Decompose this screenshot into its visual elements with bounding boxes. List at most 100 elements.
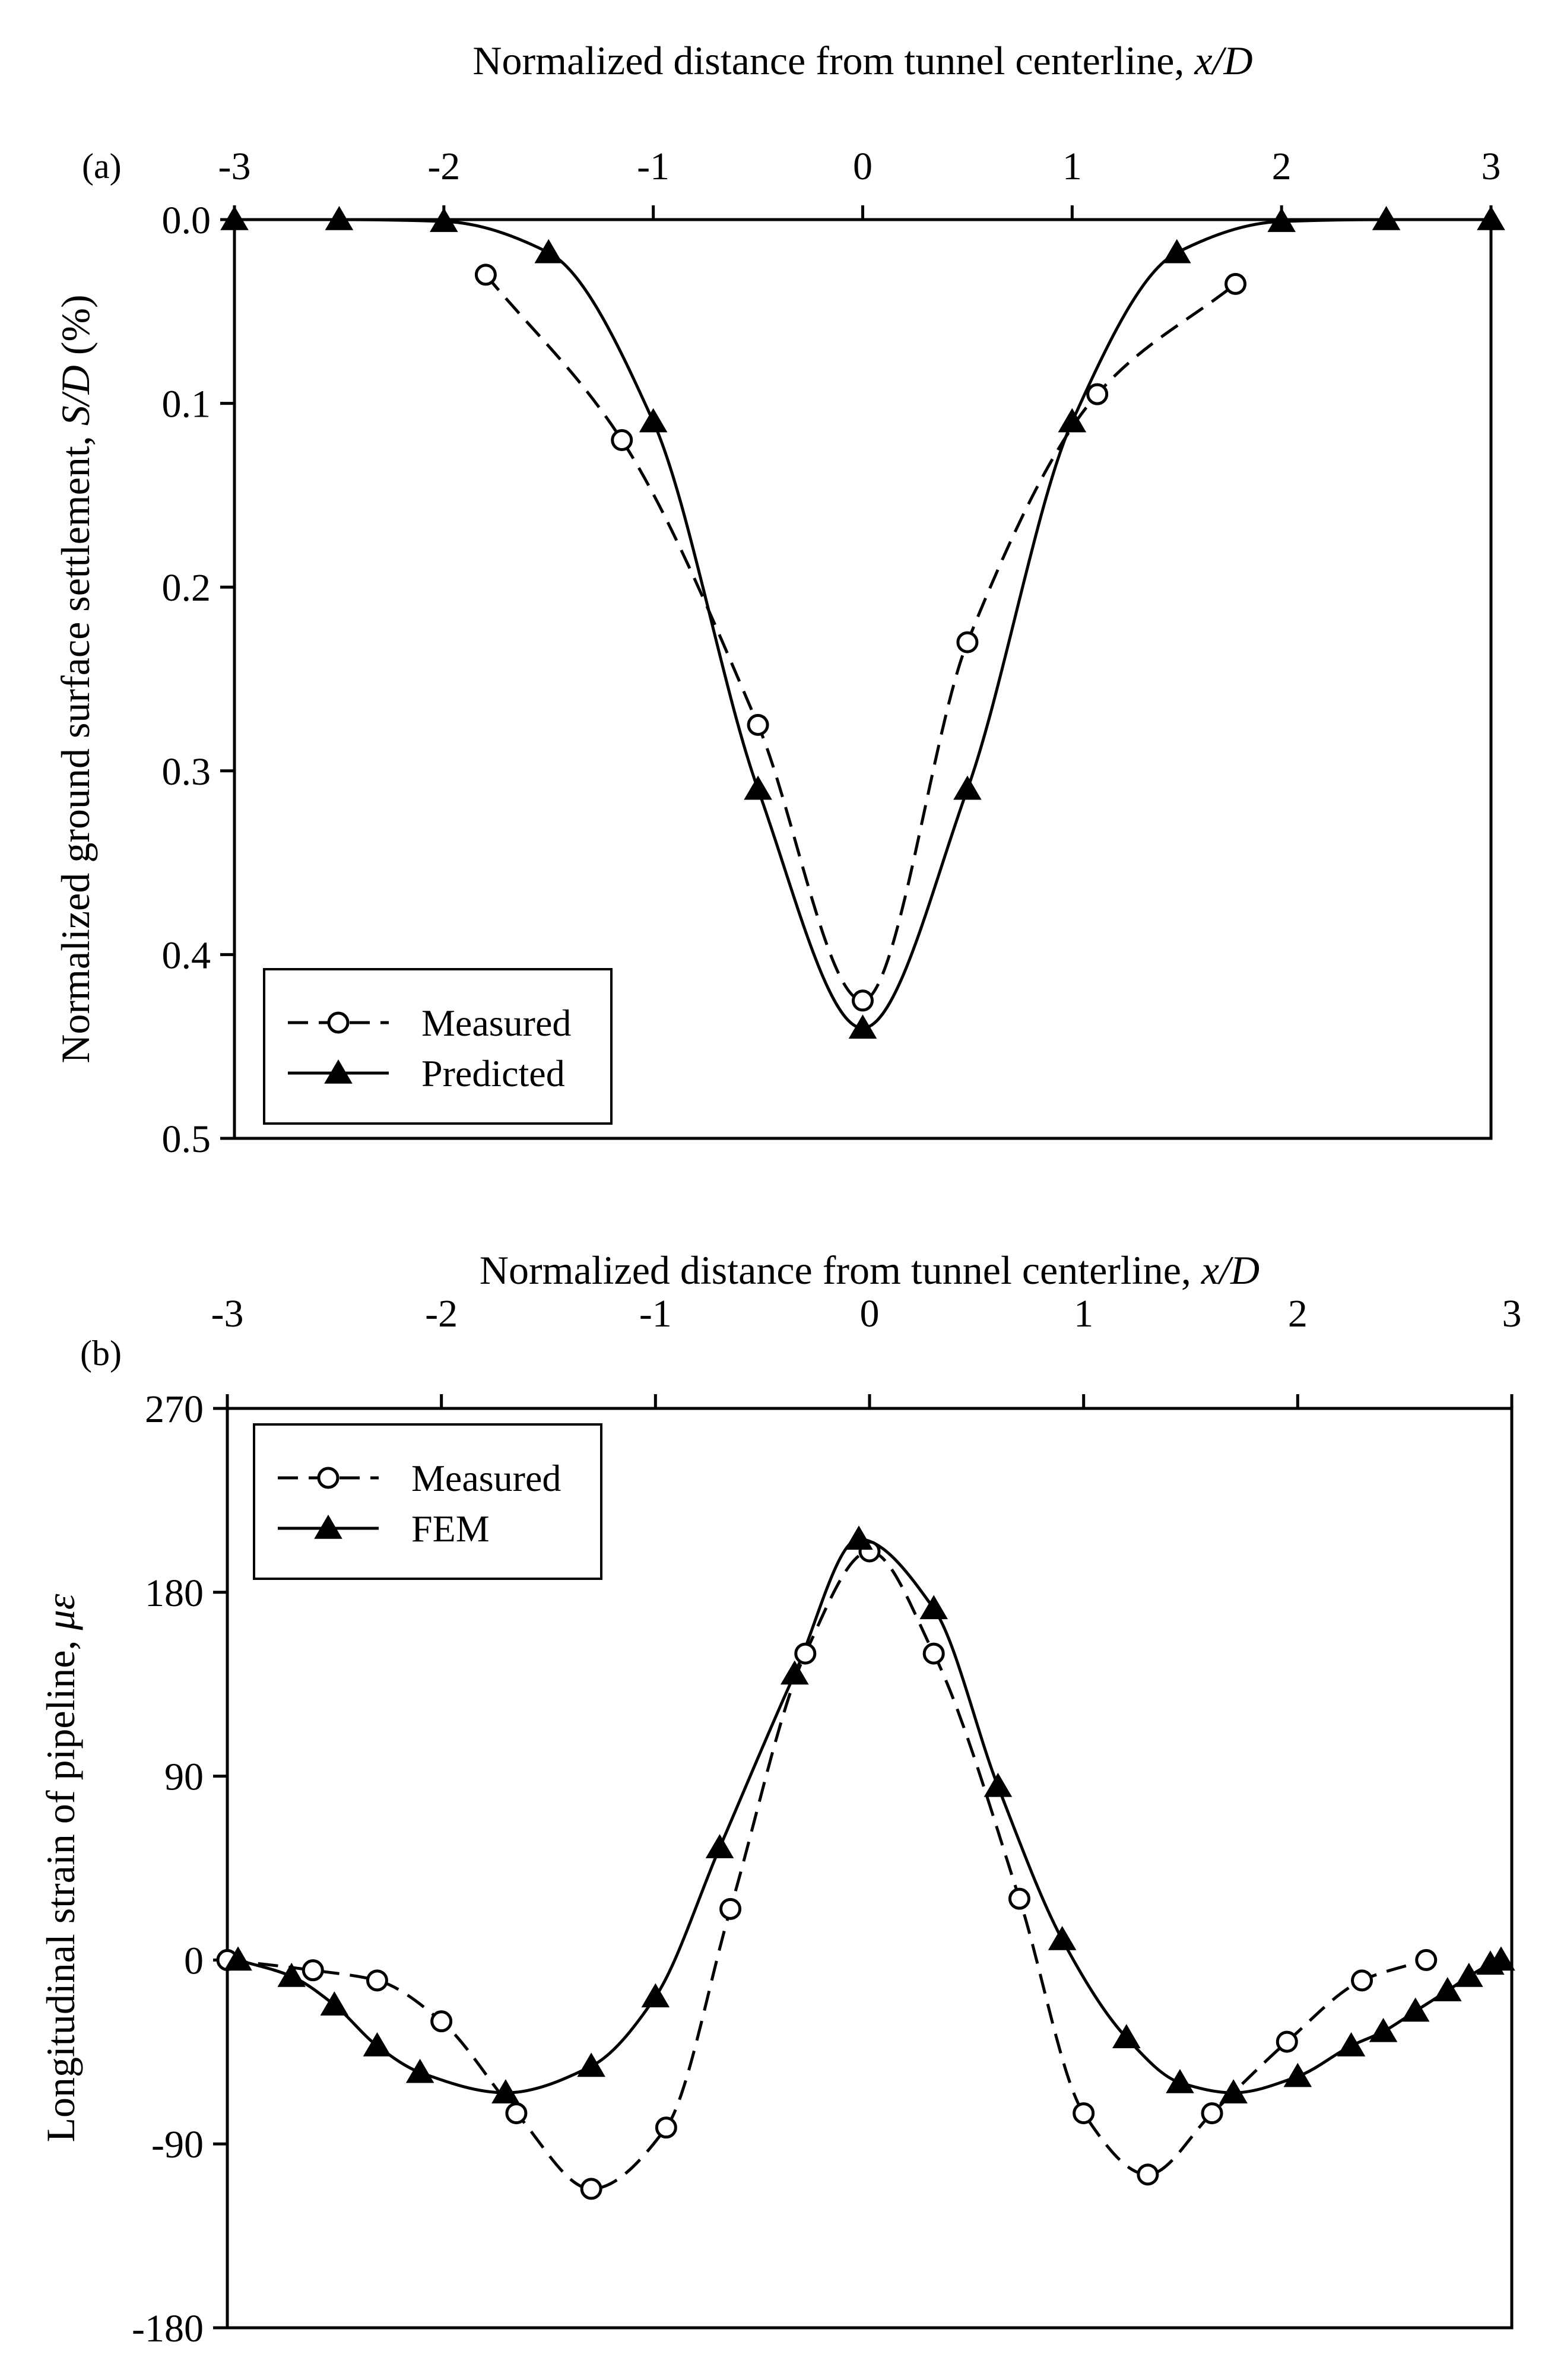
y-tick-label: 0.5	[162, 1118, 211, 1161]
data-point-measured	[852, 989, 874, 1012]
legend-box	[263, 968, 613, 1125]
data-point-fem	[1369, 2017, 1398, 2042]
data-point-fem	[1337, 2032, 1366, 2057]
data-point-fem	[277, 1962, 306, 1987]
data-point-fem	[1112, 2024, 1141, 2049]
data-point-predicted	[1372, 206, 1401, 230]
legend-marker-predicted	[324, 1059, 353, 1084]
data-point-measured	[1224, 272, 1247, 295]
chart-panel-a: -3 -2 -1 0 1 2 3 0.0 0.1 0.2 0.3 0.4 0.5 Normalized d…	[53, 38, 1505, 1161]
y-tick-label: 180	[145, 1572, 204, 1615]
data-point-predicted	[1477, 206, 1505, 230]
data-point-predicted	[1267, 208, 1296, 232]
data-point-fem	[1433, 1977, 1462, 2001]
data-point-measured	[505, 2102, 528, 2125]
data-point-fem	[1487, 1946, 1515, 1971]
series-line-predicted	[234, 218, 1491, 1030]
legend-label-fem: FEM	[411, 1508, 490, 1550]
y-tick-label: 0.2	[162, 566, 211, 610]
data-point-measured	[366, 1969, 388, 1992]
data-point-fem	[1219, 2079, 1248, 2103]
y-tick-label: 0.3	[162, 750, 211, 794]
y-tick-label: 0.4	[162, 934, 211, 977]
y-axis-title-variable: S/D	[53, 365, 98, 426]
data-point-predicted	[953, 775, 982, 800]
data-point-fem	[919, 1595, 948, 1620]
legend-label-predicted: Predicted	[421, 1052, 565, 1094]
series-line-fem	[237, 1537, 1502, 2095]
data-point-measured	[1201, 2102, 1223, 2125]
y-tick-label: 0.0	[162, 199, 211, 242]
y-axis-title-text: Normalized ground surface settlement,	[53, 426, 98, 1063]
x-tick-label: 3	[1481, 145, 1501, 188]
data-point-measured	[1073, 2102, 1095, 2125]
panel-label: (a)	[82, 147, 122, 186]
data-point-measured	[430, 2010, 453, 2033]
y-tick-label: -90	[151, 2123, 204, 2166]
data-point-measured	[302, 1959, 324, 1982]
series-line-measured	[484, 274, 1237, 1002]
data-point-measured	[956, 631, 979, 653]
x-tick-label: 2	[1272, 145, 1292, 188]
legend-box	[253, 1423, 602, 1580]
x-tick-label: 0	[860, 1292, 880, 1335]
y-axis-title-variable: με	[38, 1594, 83, 1630]
data-point-predicted	[744, 775, 772, 800]
x-tick-label: -2	[427, 145, 460, 188]
data-point-measured	[474, 264, 497, 286]
data-point-fem	[845, 1525, 873, 1550]
data-point-predicted	[1162, 239, 1191, 264]
data-point-predicted	[430, 208, 458, 232]
data-point-fem	[1048, 1925, 1077, 1950]
data-point-fem	[705, 1834, 734, 1858]
data-point-predicted	[1058, 408, 1087, 433]
y-tick-label: -180	[132, 2307, 204, 2350]
data-point-fem	[320, 1991, 349, 2016]
x-axis-title-text: Normalized distance from tunnel centerli…	[472, 38, 1194, 83]
panel-label: (b)	[80, 1334, 122, 1373]
data-point-fem	[780, 1660, 809, 1685]
x-tick-label: -3	[218, 145, 251, 188]
data-point-fem	[641, 1983, 670, 2008]
x-axis-title-variable: x/D	[1201, 1248, 1260, 1293]
data-point-measured	[1137, 2163, 1159, 2186]
x-tick-label: -1	[637, 145, 670, 188]
chart-panel-b: -3 -2 -1 0 1 2 3 270 180 90 0 -90 -180 Normalized dis…	[38, 1248, 1522, 2350]
data-point-measured	[794, 1642, 817, 1665]
y-tick-label: 270	[145, 1388, 204, 1431]
data-point-measured	[1086, 383, 1109, 405]
data-point-fem	[491, 2079, 520, 2103]
legend-marker-measured	[317, 1467, 340, 1489]
legend: Measured FEM	[253, 1423, 602, 1580]
data-point-fem	[363, 2032, 392, 2057]
legend-marker-fem	[314, 1515, 342, 1539]
y-axis-title-text: Longitudinal strain of pipeline,	[38, 1630, 83, 2142]
data-point-fem	[224, 1946, 252, 1971]
x-axis-title-variable: x/D	[1194, 38, 1252, 83]
x-tick-label: -2	[425, 1292, 458, 1335]
data-point-measured	[747, 713, 769, 736]
data-point-measured	[719, 1897, 742, 1920]
legend-label-measured: Measured	[411, 1457, 561, 1499]
x-tick-label: -3	[211, 1292, 244, 1335]
x-tick-label: 0	[853, 145, 873, 188]
x-tick-label: 2	[1288, 1292, 1308, 1335]
y-axis-title: Normalized ground surface settlement, S/…	[53, 294, 98, 1063]
x-tick-label: -1	[639, 1292, 672, 1335]
data-point-fem	[577, 2052, 605, 2077]
x-axis-title: Normalized distance from tunnel centerli…	[472, 38, 1252, 83]
data-point-predicted	[534, 239, 563, 264]
series-line-measured	[227, 1550, 1427, 2191]
data-point-predicted	[848, 1014, 877, 1039]
legend-marker-measured	[327, 1011, 350, 1034]
x-axis-title-text: Normalized distance from tunnel centerli…	[480, 1248, 1201, 1293]
x-tick-label: 1	[1074, 1292, 1093, 1335]
y-tick-label: 0	[184, 1939, 204, 1982]
legend-label-measured: Measured	[421, 1002, 571, 1044]
y-axis-title: Longitudinal strain of pipeline, με	[38, 1594, 83, 2142]
legend: Measured Predicted	[263, 968, 613, 1125]
x-tick-label: 1	[1062, 145, 1082, 188]
data-point-fem	[1455, 1962, 1483, 1987]
x-tick-label: 3	[1502, 1292, 1522, 1335]
